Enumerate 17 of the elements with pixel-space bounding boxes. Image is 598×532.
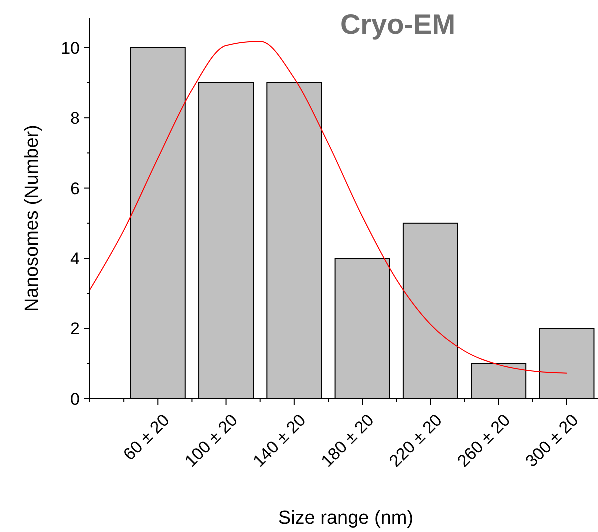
y-tick-label: 10	[61, 38, 80, 58]
x-tick-label: 140 ± 20	[250, 410, 310, 471]
x-tick-label: 220 ± 20	[386, 410, 446, 471]
x-tick-label: 180 ± 20	[318, 410, 378, 471]
x-tick-label: 60 ± 20	[120, 410, 174, 464]
x-tick-label: 260 ± 20	[454, 410, 514, 471]
y-tick-label: 4	[70, 249, 80, 268]
y-tick-label: 2	[70, 320, 80, 339]
y-tick-label: 8	[70, 109, 80, 128]
y-tick-label: 6	[70, 179, 80, 198]
x-tick-label: 100 ± 20	[181, 410, 242, 471]
x-axis-title: Size range (nm)	[278, 508, 414, 529]
y-tick-label: 0	[70, 390, 80, 409]
x-tick-label: 300 ± 20	[522, 410, 582, 471]
line-series	[90, 41, 568, 374]
chart-title: Cryo-EM	[340, 9, 456, 40]
y-axis-title: Nanosomes (Number)	[22, 125, 43, 312]
